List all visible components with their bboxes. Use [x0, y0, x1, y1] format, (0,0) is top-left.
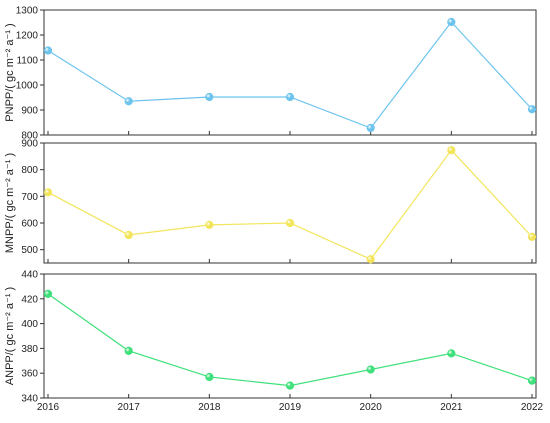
y-tick-label: 420	[21, 294, 38, 305]
data-point	[285, 381, 295, 390]
y-tick-label: 900	[21, 106, 38, 117]
data-point	[124, 97, 133, 106]
x-tick-label: 2022	[521, 402, 544, 413]
x-tick-label: 2020	[360, 402, 383, 413]
data-point	[447, 17, 456, 27]
y-tick-label: 440	[21, 270, 38, 281]
y-tick-label: 360	[21, 369, 38, 380]
y-tick-label: 400	[21, 319, 38, 330]
data-point	[43, 289, 53, 298]
y-tick-label: 700	[21, 192, 38, 203]
plot-frame	[43, 9, 537, 136]
data-point	[124, 230, 133, 240]
y-tick-label: 800	[21, 131, 38, 142]
data-point	[43, 46, 53, 55]
y-axis-label: PNPP/( gc m⁻² a⁻¹ )	[4, 23, 16, 121]
panel-2: 500 600 700 800 900 MNPP/( gc m⁻² a⁻¹ )	[4, 139, 537, 264]
data-point	[527, 376, 537, 385]
data-point	[124, 346, 133, 355]
series-line	[47, 21, 533, 129]
y-tick-label: 340	[21, 394, 38, 405]
data-point	[205, 372, 214, 382]
y-tick-label: 900	[21, 139, 38, 150]
data-point	[527, 232, 537, 241]
data-point	[527, 105, 537, 114]
data-point	[205, 92, 214, 102]
x-tick-label: 2019	[279, 402, 302, 413]
y-tick-label: 1200	[16, 31, 39, 42]
y-tick-label: 800	[21, 165, 38, 176]
y-axis-label: ANPP/( gc m⁻² a⁻¹ )	[4, 287, 16, 385]
y-tick-label: 600	[21, 219, 38, 230]
series-line	[47, 149, 533, 261]
series-line	[47, 293, 533, 387]
data-point	[205, 220, 214, 229]
y-tick-label: 380	[21, 344, 38, 355]
y-tick-label: 500	[21, 245, 38, 256]
panel-3: 340 360 380 400 420 440 2016 2017 2018 2019 2020 20…	[4, 270, 544, 414]
y-tick-label: 1000	[16, 81, 39, 92]
data-point	[366, 365, 375, 374]
plot-frame	[43, 273, 537, 399]
data-point	[285, 92, 295, 102]
x-tick-label: 2018	[198, 402, 221, 413]
data-point	[366, 255, 375, 264]
y-tick-label: 1100	[16, 56, 38, 67]
x-tick-label: 2017	[118, 402, 141, 413]
data-point	[43, 188, 53, 197]
data-point	[447, 146, 456, 155]
y-axis-label: MNPP/( gc m⁻² a⁻¹ )	[4, 153, 16, 253]
x-tick-label: 2016	[37, 402, 60, 413]
data-point	[447, 349, 456, 358]
x-tick-label: 2021	[440, 402, 463, 413]
data-point	[285, 218, 295, 228]
data-point	[366, 123, 375, 133]
y-tick-label: 1300	[16, 6, 39, 17]
